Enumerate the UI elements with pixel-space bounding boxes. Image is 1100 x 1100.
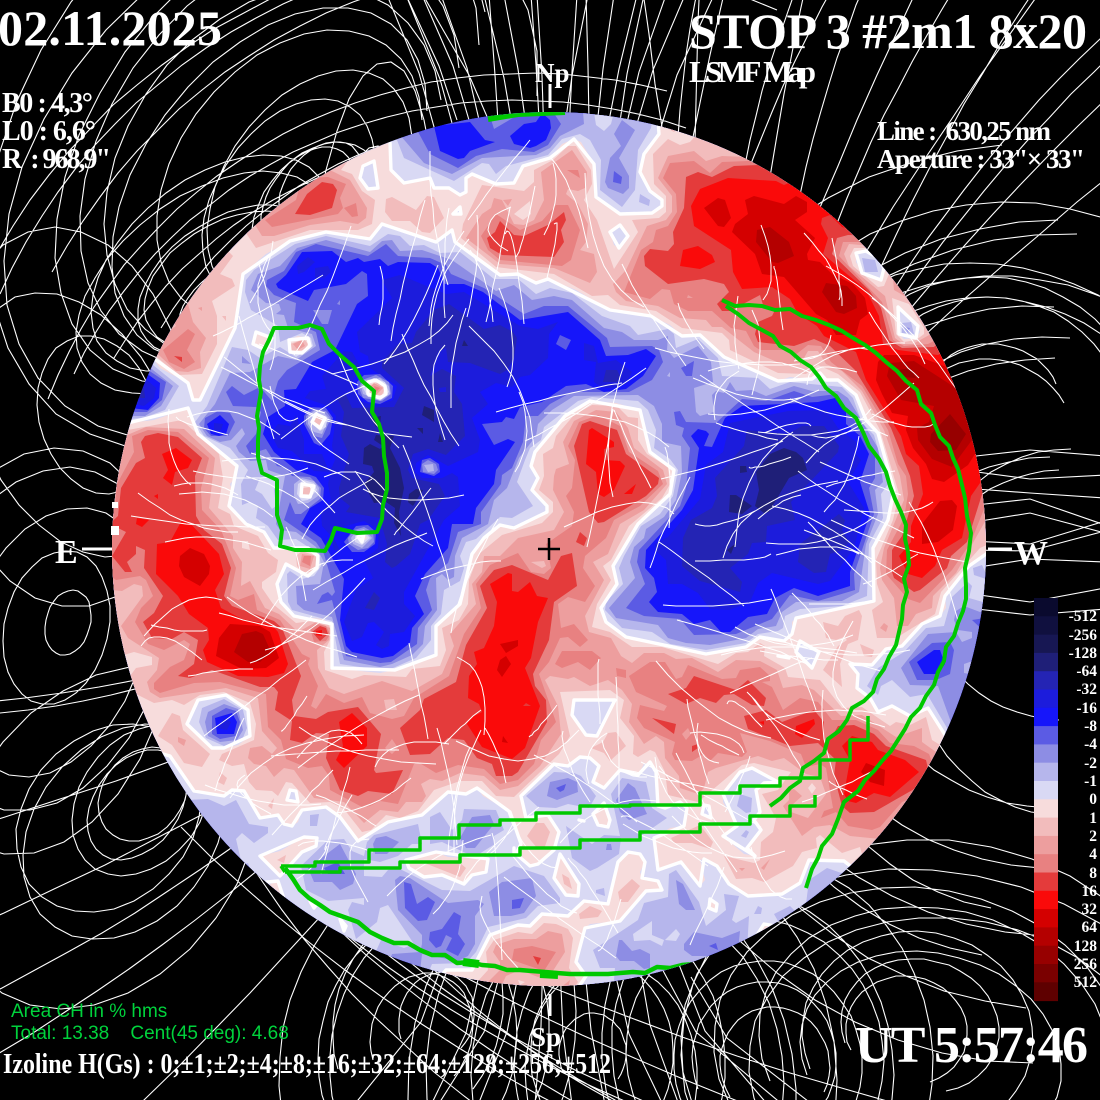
svg-text:Np: Np — [535, 58, 570, 88]
svg-text:1: 1 — [1089, 810, 1097, 827]
svg-text:-64: -64 — [1076, 663, 1097, 680]
svg-text:E: E — [55, 534, 78, 571]
svg-text:-32: -32 — [1076, 681, 1097, 698]
svg-text:Izoline H(Gs) : 0;±1;±2;±4;±8;: Izoline H(Gs) : 0;±1;±2;±4;±8;±16;±32;±6… — [3, 1049, 611, 1080]
svg-text:Area CH in % hms: Area CH in % hms — [11, 1001, 167, 1022]
svg-text:2: 2 — [1089, 828, 1097, 845]
svg-text:L0 : 6,6°: L0 : 6,6° — [2, 116, 96, 147]
svg-text:R : 968,9": R : 968,9" — [2, 144, 111, 175]
svg-text:8: 8 — [1089, 865, 1097, 882]
svg-text:128: 128 — [1074, 938, 1098, 955]
svg-text:-2: -2 — [1084, 755, 1097, 772]
svg-text:-512: -512 — [1069, 608, 1098, 625]
svg-text:-128: -128 — [1069, 645, 1098, 662]
svg-text:Total: 13.38 Cent(45 deg):: Total: 13.38 Cent(45 deg): 4.68 — [11, 1023, 289, 1044]
svg-text:0: 0 — [1089, 791, 1097, 808]
svg-text:STOP 3 #2m1 8x20: STOP 3 #2m1 8x20 — [689, 3, 1087, 59]
svg-text:64: 64 — [1082, 919, 1098, 936]
svg-text:B0 : 4,3°: B0 : 4,3° — [2, 88, 93, 119]
svg-text:256: 256 — [1074, 956, 1098, 973]
svg-text:32: 32 — [1082, 901, 1098, 918]
svg-text:512: 512 — [1074, 974, 1098, 991]
svg-text:Line : 630,25 nm: Line : 630,25 nm — [877, 116, 1052, 146]
svg-text:W: W — [1014, 535, 1048, 572]
svg-text:-256: -256 — [1069, 627, 1098, 644]
svg-text:-16: -16 — [1076, 700, 1097, 717]
svg-text:UT 5:57:46: UT 5:57:46 — [855, 1017, 1088, 1074]
svg-text:Aperture : 33"× 33": Aperture : 33"× 33" — [877, 144, 1085, 174]
svg-text:-8: -8 — [1084, 718, 1097, 735]
svg-text:4: 4 — [1089, 846, 1097, 863]
svg-text:-4: -4 — [1084, 736, 1097, 753]
svg-text:-1: -1 — [1084, 773, 1097, 790]
svg-text:02.11.2025: 02.11.2025 — [0, 0, 222, 56]
svg-text:LSMF Map: LSMF Map — [689, 54, 816, 89]
svg-text:16: 16 — [1082, 883, 1098, 900]
svg-text:Sp: Sp — [531, 1022, 561, 1052]
